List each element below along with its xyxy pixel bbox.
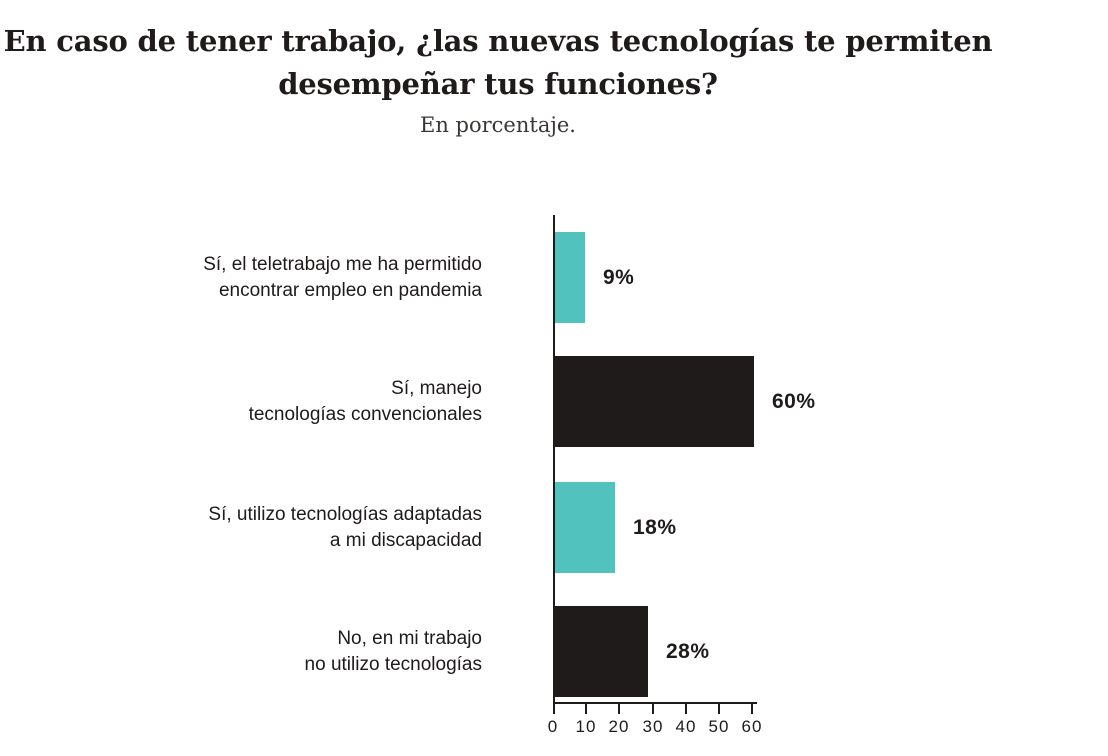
x-axis-tick-label: 20: [608, 717, 630, 736]
x-axis-tick-label: 30: [642, 717, 664, 736]
x-axis-tick-label: 50: [708, 717, 730, 736]
chart-title-line-1: En caso de tener trabajo, ¿las nuevas te…: [3, 24, 993, 58]
bar-tecnologias-adaptadas: [555, 482, 615, 573]
x-axis-line: [553, 702, 757, 704]
x-axis-tick: [685, 702, 687, 714]
category-label: No, en mi trabajo no utilizo tecnologías: [0, 606, 482, 697]
x-axis-tick: [585, 702, 587, 714]
bar-teletrabajo: [555, 232, 585, 323]
x-axis-tick-label: 10: [575, 717, 597, 736]
x-axis-tick-label: 60: [741, 717, 763, 736]
bar-tecnologias-convencionales: [555, 356, 754, 447]
title-block: En caso de tener trabajo, ¿las nuevas te…: [0, 20, 996, 137]
bar-no-utilizo: [555, 606, 648, 697]
x-axis-tick: [652, 702, 654, 714]
x-axis-tick: [718, 702, 720, 714]
value-label: 28%: [666, 639, 710, 663]
bar-row-teletrabajo: Sí, el teletrabajo me ha permitido encon…: [0, 232, 1108, 323]
bar-row-tecnologias-convencionales: Sí, manejo tecnologías convencionales 60…: [0, 356, 1108, 447]
category-label-line: Sí, utilizo tecnologías adaptadas: [208, 503, 482, 525]
x-axis-tick: [751, 702, 753, 714]
category-label-line: tecnologías convencionales: [248, 403, 482, 425]
chart-subtitle: En porcentaje.: [420, 113, 576, 137]
category-label: Sí, manejo tecnologías convencionales: [0, 356, 482, 447]
x-axis-tick-label: 0: [547, 717, 559, 736]
category-label-line: Sí, manejo: [391, 377, 482, 399]
category-label-line: No, en mi trabajo: [337, 627, 482, 649]
chart-title-line-2: desempeñar tus funciones?: [278, 67, 718, 101]
x-axis-tick: [618, 702, 620, 714]
x-axis-tick-label: 40: [675, 717, 697, 736]
category-label: Sí, el teletrabajo me ha permitido encon…: [0, 232, 482, 323]
y-axis-line: [553, 215, 555, 714]
value-label: 18%: [633, 515, 677, 539]
value-label: 60%: [772, 389, 816, 413]
bar-row-no-utilizo: No, en mi trabajo no utilizo tecnologías…: [0, 606, 1108, 697]
category-label-line: a mi discapacidad: [329, 529, 482, 551]
bar-row-tecnologias-adaptadas: Sí, utilizo tecnologías adaptadas a mi d…: [0, 482, 1108, 573]
category-label-line: Sí, el teletrabajo me ha permitido: [203, 253, 482, 275]
category-label-line: no utilizo tecnologías: [304, 653, 482, 675]
category-label: Sí, utilizo tecnologías adaptadas a mi d…: [0, 482, 482, 573]
value-label: 9%: [603, 265, 635, 289]
category-label-line: encontrar empleo en pandemia: [218, 279, 482, 301]
